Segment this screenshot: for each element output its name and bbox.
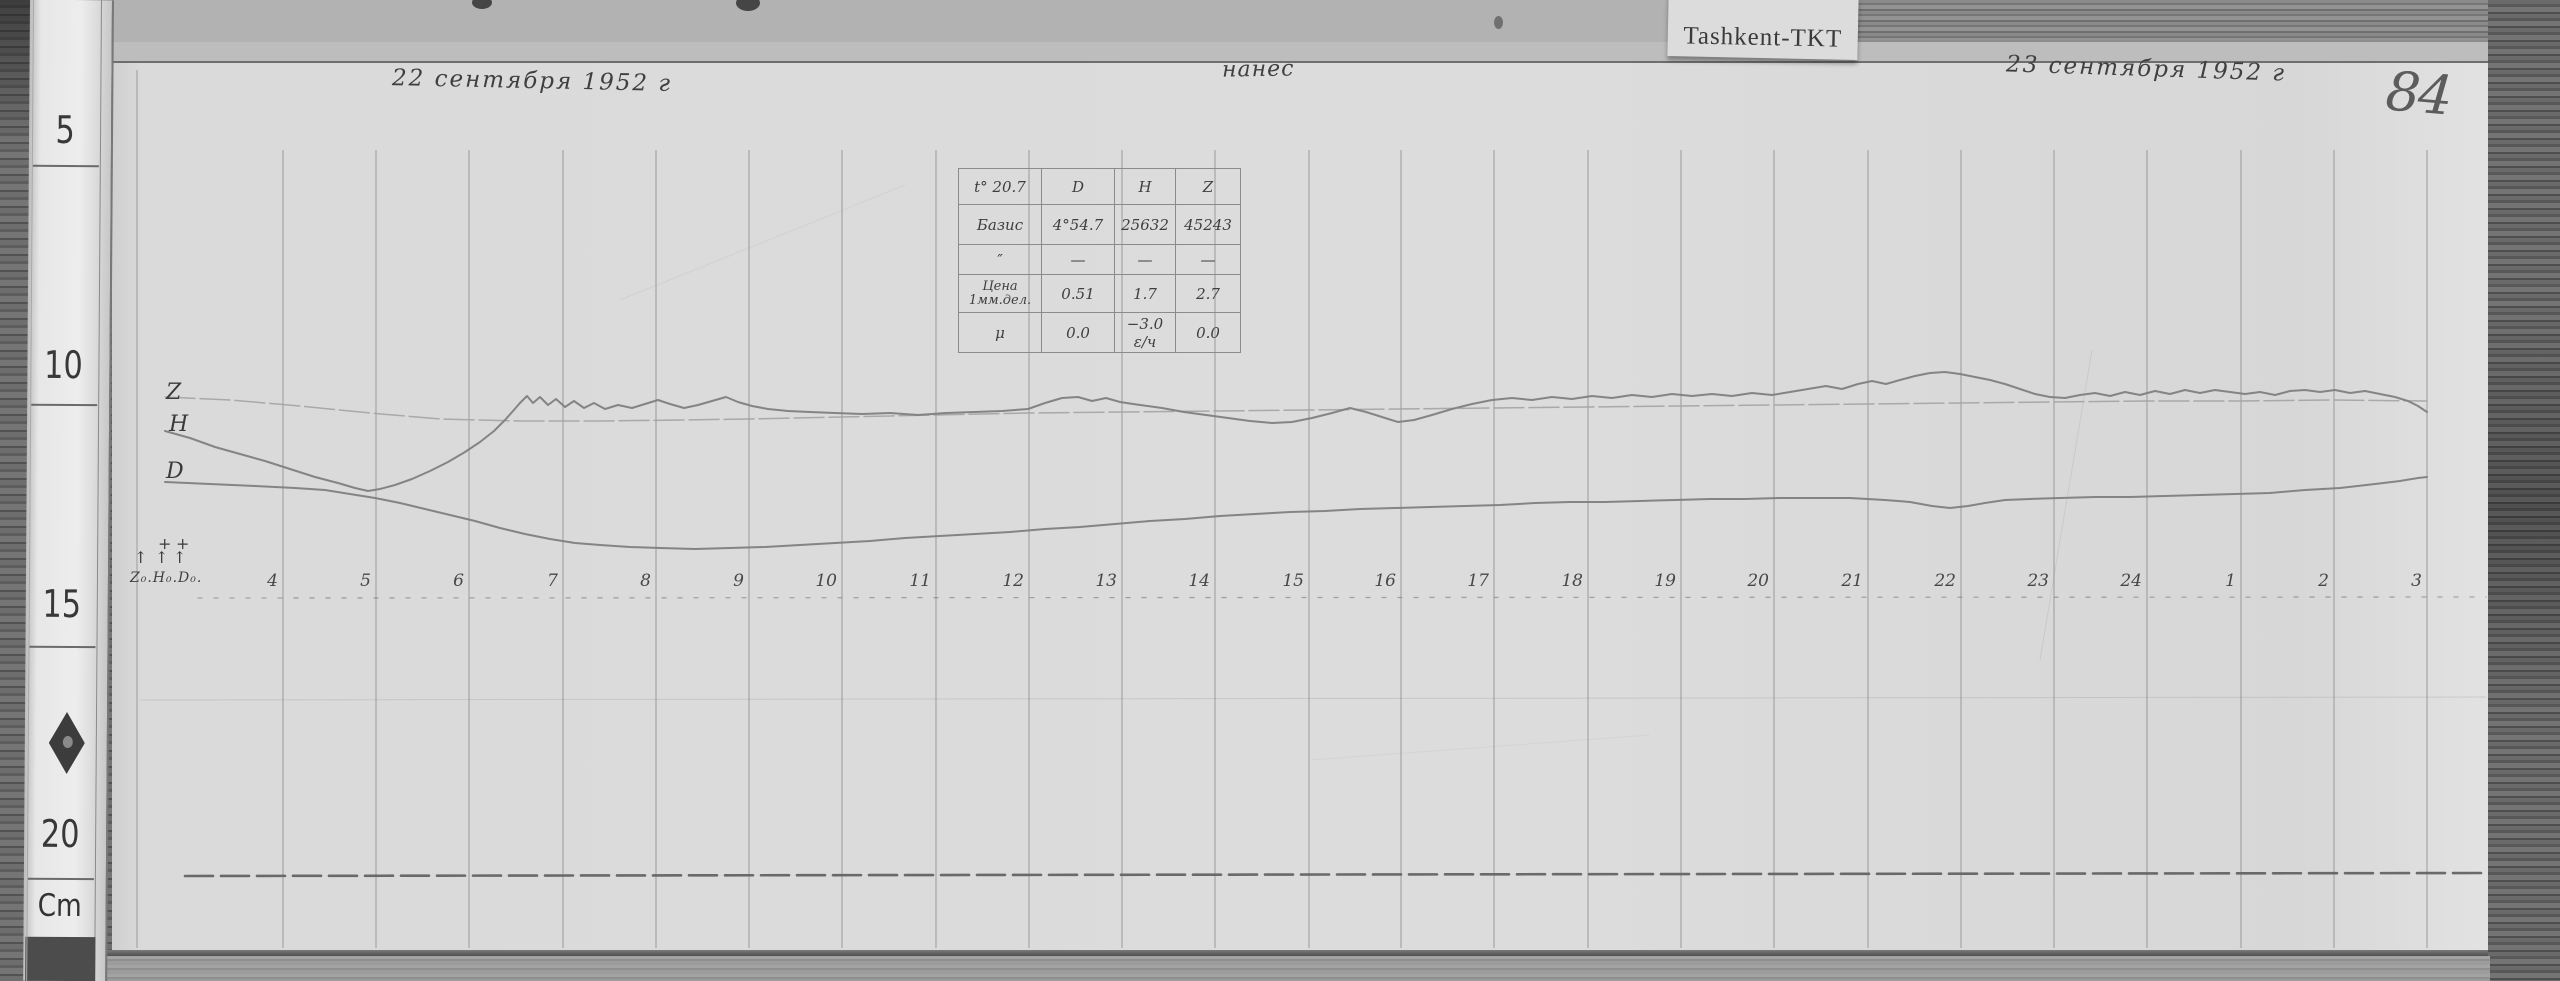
hour-label: 23 <box>2026 571 2049 591</box>
table-cell: μ <box>958 312 1042 353</box>
pin-shadow <box>472 0 492 9</box>
hour-label: 7 <box>547 571 558 591</box>
baseline-label: Z₀.H₀.D₀. <box>130 570 203 586</box>
hour-label: 15 <box>1282 571 1304 591</box>
hour-label: 13 <box>1095 571 1117 591</box>
paper-bottom-edge <box>100 950 2490 956</box>
table-cell: 4°54.7 <box>1041 204 1115 245</box>
trace-label-D: D <box>166 459 184 484</box>
center-annotation: нанес <box>1221 56 1295 83</box>
paper-crease <box>139 696 2487 701</box>
calibration-table: t° 20.7 D H Z Базис 4°54.7 25632 45243 ″ — — — Цена … <box>958 168 1241 353</box>
backing-sheet-edge <box>1855 40 2520 42</box>
hour-label: 12 <box>1002 571 1024 591</box>
trace-reference-line <box>197 596 2487 599</box>
station-label: Tashkent-TKT <box>1683 22 1843 53</box>
hour-label: 22 <box>1933 571 1956 591</box>
trace-label-Z: Z <box>166 380 182 405</box>
hour-label: 20 <box>1746 571 1769 591</box>
trace-Z <box>164 396 2428 422</box>
table-row: Базис 4°54.7 25632 45243 <box>958 204 1241 245</box>
pin-shadow <box>736 0 760 11</box>
ruler-number: 5 <box>55 107 75 153</box>
table-cell: ″ <box>958 244 1042 275</box>
paper-top-edge <box>112 61 2517 63</box>
table-cell: 45243 <box>1175 204 1241 245</box>
table-cell: 0.0 <box>1175 312 1241 353</box>
table-cell: — <box>1041 244 1115 275</box>
hour-label: 11 <box>909 571 931 591</box>
trace-label-H: H <box>169 412 189 437</box>
wood-table-right <box>2488 0 2560 981</box>
table-cell: 0.51 <box>1041 274 1115 313</box>
pin-shadow <box>1494 16 1503 29</box>
table-cell: — <box>1175 244 1241 275</box>
arrow-up-icon: ↑ <box>155 548 169 567</box>
table-row: μ 0.0 −3.0 ε/ч 0.0 <box>958 312 1241 353</box>
diamond-tack-center <box>62 735 73 749</box>
hour-label: 1 <box>2225 571 2236 591</box>
trace-D <box>164 476 2428 550</box>
table-cell: t° 20.7 <box>958 168 1042 205</box>
hour-label: 2 <box>2317 571 2329 591</box>
table-row: ″ — — — <box>958 244 1241 275</box>
ruler-tick <box>32 164 99 168</box>
table-cell: 0.0 <box>1041 312 1115 353</box>
page-number: 84 <box>2383 59 2454 128</box>
wood-table-top-right <box>1855 0 2520 42</box>
hour-label: 18 <box>1561 571 1583 591</box>
ruler-tick <box>31 403 98 407</box>
arrow-up-icon: ↑ <box>134 548 148 567</box>
ruler: 5 10 15 20 Cm <box>23 0 114 981</box>
table-cell: 2.7 <box>1175 274 1241 313</box>
hour-label: 5 <box>360 571 371 591</box>
table-cell: −3.0 ε/ч <box>1114 312 1176 353</box>
hour-label: 10 <box>815 571 837 591</box>
hour-label: 9 <box>733 571 744 591</box>
ruler-number: 15 <box>42 581 82 627</box>
hour-label: 4 <box>266 571 278 591</box>
hour-label: 21 <box>1840 571 1863 591</box>
ruler-number: 10 <box>43 342 83 388</box>
hour-label: 3 <box>2411 571 2422 591</box>
table-row: t° 20.7 D H Z <box>958 168 1241 205</box>
ruler-tick <box>27 877 94 881</box>
table-cell: Базис <box>958 204 1042 245</box>
arrow-up-icon: ↑ <box>173 548 187 567</box>
hour-label: 16 <box>1374 571 1396 591</box>
chart-paper <box>112 61 2490 952</box>
hour-label: 8 <box>640 571 651 591</box>
station-label-card: Tashkent-TKT <box>1667 0 1859 60</box>
table-cell: D <box>1041 168 1115 205</box>
ruler-unit-label: Cm <box>37 887 82 925</box>
ruler-bottom-shadow <box>25 936 96 981</box>
hour-label: 17 <box>1467 571 1489 591</box>
hour-label: 6 <box>453 571 464 591</box>
table-cell: 25632 <box>1114 204 1176 245</box>
plus-mark: + <box>158 534 172 553</box>
plus-mark: + <box>176 534 190 553</box>
hour-label: 14 <box>1188 571 1210 591</box>
table-cell: 1.7 <box>1114 274 1176 313</box>
trace-H <box>164 371 2428 492</box>
ruler-number: 20 <box>40 811 80 857</box>
table-cell: Z <box>1175 168 1241 205</box>
trace-baseline <box>183 871 2488 878</box>
ruler-tick <box>29 645 96 649</box>
paper-scratch <box>1309 734 1651 761</box>
table-cell: Цена 1мм.дел. <box>958 274 1042 313</box>
paper-scratch <box>619 184 906 301</box>
hour-label: 19 <box>1654 571 1676 591</box>
hour-label: 24 <box>2119 571 2142 591</box>
table-cell: H <box>1114 168 1176 205</box>
wood-table-bottom <box>100 956 2490 981</box>
table-cell: — <box>1114 244 1176 275</box>
table-row: Цена 1мм.дел. 0.51 1.7 2.7 <box>958 274 1241 313</box>
